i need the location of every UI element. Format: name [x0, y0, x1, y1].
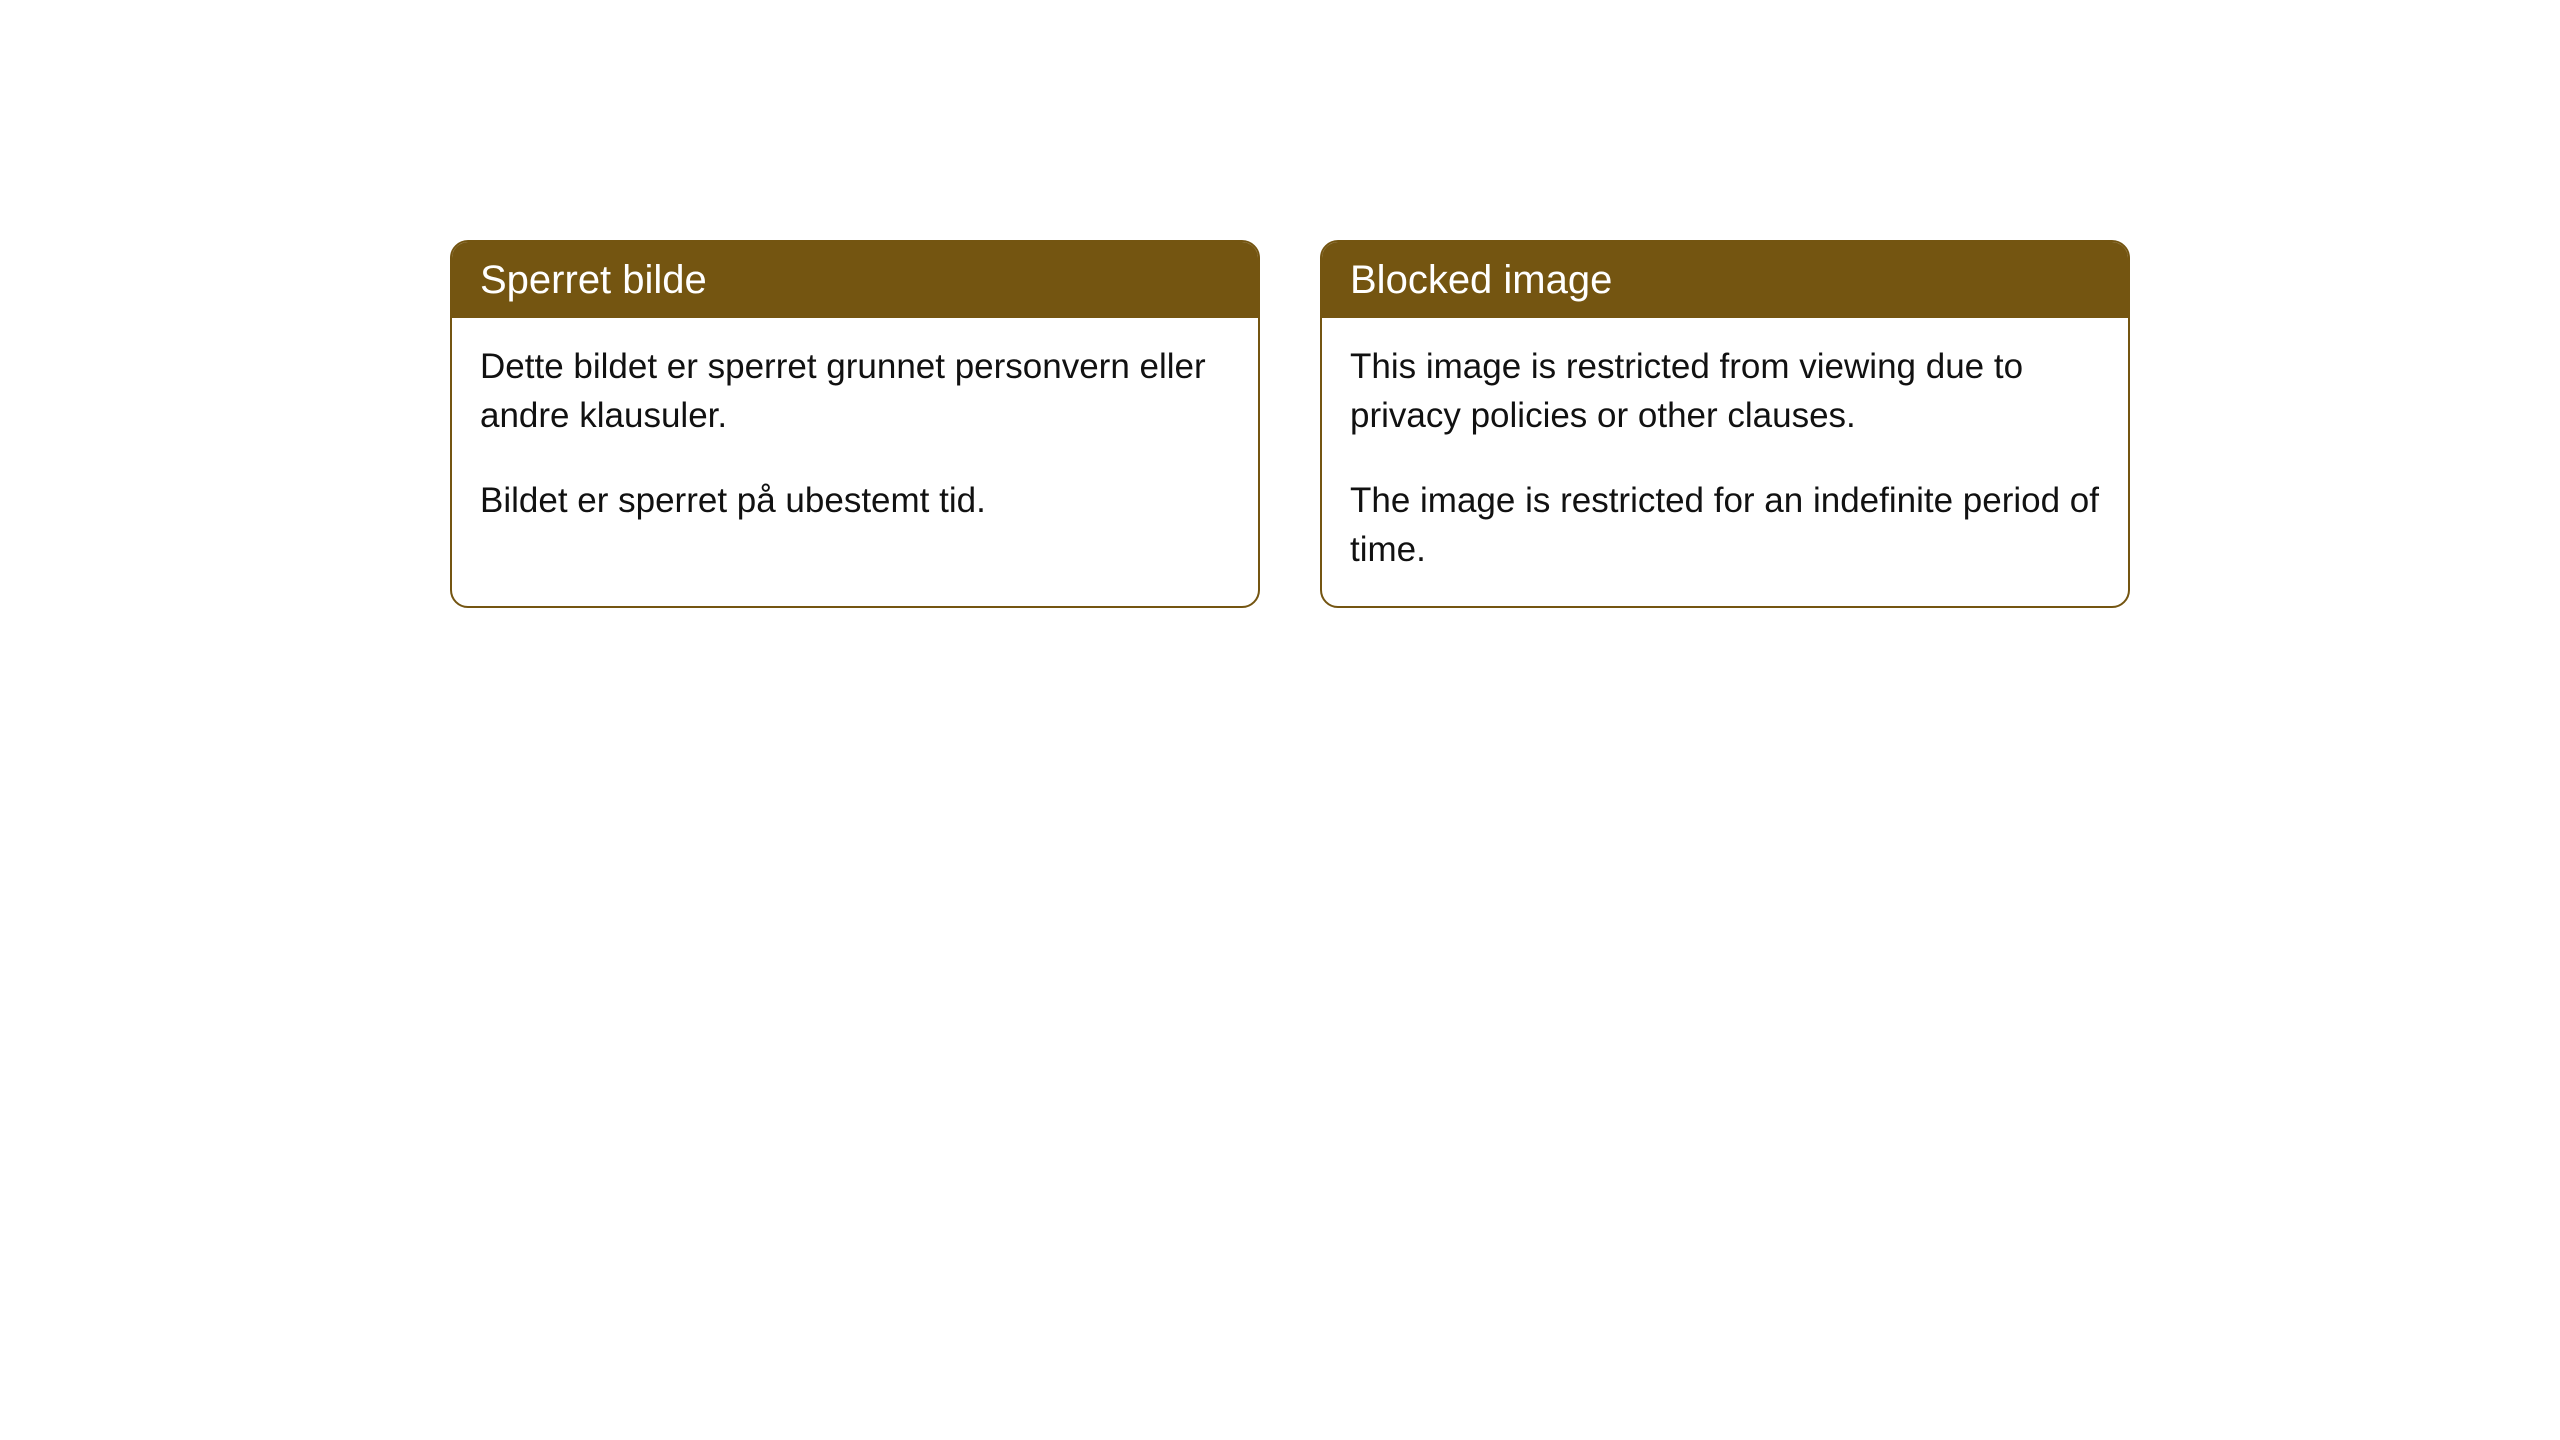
- card-paragraph-2: Bildet er sperret på ubestemt tid.: [480, 476, 1230, 525]
- card-paragraph-1: Dette bildet er sperret grunnet personve…: [480, 342, 1230, 440]
- cards-container: Sperret bilde Dette bildet er sperret gr…: [450, 240, 2130, 608]
- info-card-norwegian: Sperret bilde Dette bildet er sperret gr…: [450, 240, 1260, 608]
- card-body: This image is restricted from viewing du…: [1322, 318, 2128, 606]
- card-body: Dette bildet er sperret grunnet personve…: [452, 318, 1258, 557]
- card-paragraph-2: The image is restricted for an indefinit…: [1350, 476, 2100, 574]
- card-header: Blocked image: [1322, 242, 2128, 318]
- card-paragraph-1: This image is restricted from viewing du…: [1350, 342, 2100, 440]
- info-card-english: Blocked image This image is restricted f…: [1320, 240, 2130, 608]
- card-header: Sperret bilde: [452, 242, 1258, 318]
